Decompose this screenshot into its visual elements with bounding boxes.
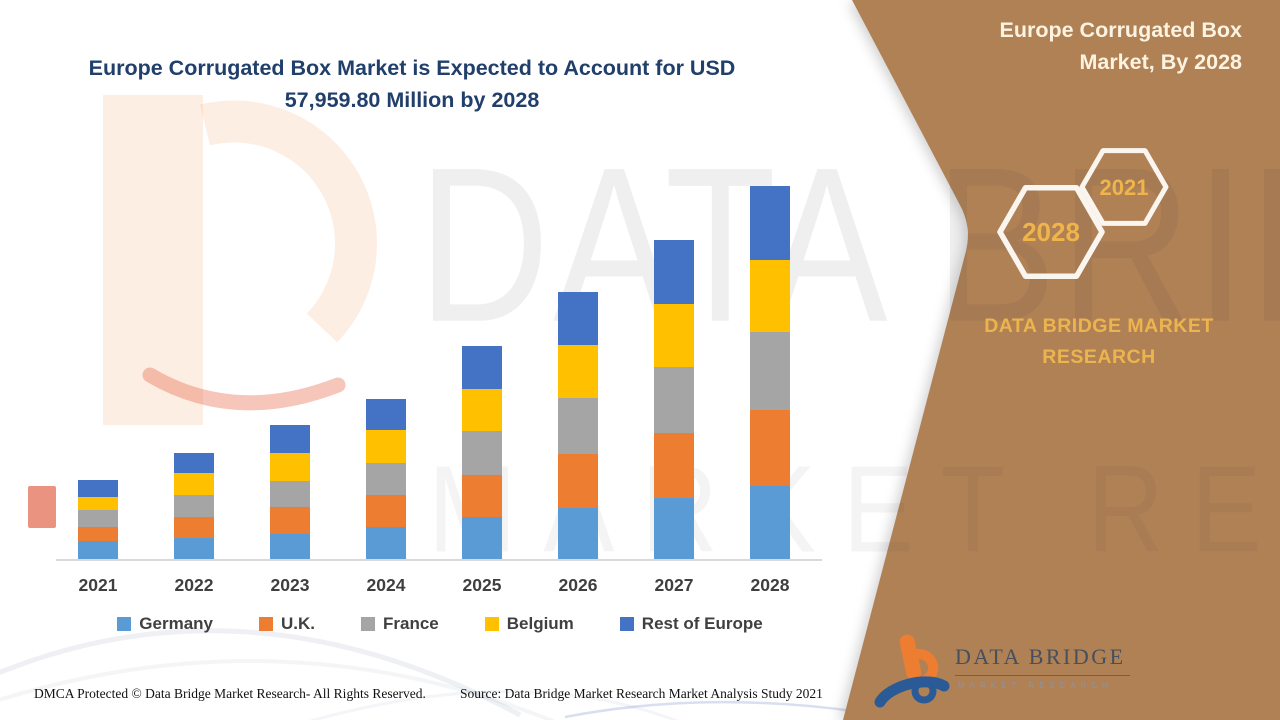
bar-segment-belgium-2025 bbox=[462, 389, 502, 431]
x-axis-line bbox=[56, 559, 822, 561]
watermark-logo-stem bbox=[103, 95, 203, 425]
bar-segment-france-2021 bbox=[78, 510, 118, 527]
bar-segment-u-k--2023 bbox=[270, 507, 310, 534]
x-axis-label-2022: 2022 bbox=[174, 575, 214, 595]
bar-segment-u-k--2025 bbox=[462, 475, 502, 517]
bar-segment-u-k--2028 bbox=[750, 410, 790, 486]
bar-segment-germany-2023 bbox=[270, 534, 310, 559]
sidebar-title: Europe Corrugated Box Market, By 2028 bbox=[999, 18, 1243, 74]
swoosh-curve bbox=[0, 659, 556, 720]
data-bridge-logo-icon bbox=[874, 634, 950, 708]
x-axis-label-2026: 2026 bbox=[558, 575, 598, 595]
bar-segment-belgium-2022 bbox=[174, 473, 214, 495]
bar-segment-france-2024 bbox=[366, 463, 406, 495]
watermark-logo-swoosh bbox=[142, 367, 346, 411]
legend-label: Germany bbox=[139, 614, 213, 633]
legend-item-belgium: Belgium bbox=[484, 614, 574, 634]
swoosh-curve bbox=[308, 690, 679, 720]
legend-label: France bbox=[382, 614, 439, 633]
bar-segment-u-k--2022 bbox=[174, 517, 214, 538]
bar-segment-u-k--2021 bbox=[78, 527, 118, 541]
bar-segment-germany-2026 bbox=[558, 508, 598, 559]
brand-text: DATA BRIDGE MARKET RESEARCH bbox=[984, 315, 1214, 368]
bar-segment-germany-2025 bbox=[462, 517, 502, 559]
bar-segment-france-2022 bbox=[174, 495, 214, 517]
legend-item-u-k-: U.K. bbox=[258, 614, 315, 634]
side-panel-shape bbox=[843, 0, 1280, 720]
background-swoosh-curves bbox=[0, 628, 861, 720]
hexagon-year-2028: 2028 bbox=[1022, 217, 1080, 247]
bar-segment-belgium-2028 bbox=[750, 260, 790, 332]
bar-segment-belgium-2026 bbox=[558, 345, 598, 398]
logo-wordmark: DATA BRIDGE bbox=[955, 644, 1130, 676]
logo-b-stem bbox=[899, 634, 922, 680]
legend-marker bbox=[619, 617, 634, 631]
bar-segment-rest-of-europe-2025 bbox=[462, 346, 502, 389]
bar-segment-rest-of-europe-2028 bbox=[750, 186, 790, 260]
source-note: Source: Data Bridge Market Research Mark… bbox=[460, 686, 823, 701]
bar-segment-france-2026 bbox=[558, 398, 598, 454]
x-axis-label-2028: 2028 bbox=[750, 575, 790, 595]
legend-item-germany: Germany bbox=[117, 614, 213, 634]
chart-title: Europe Corrugated Box Market is Expected… bbox=[88, 56, 736, 112]
hexagon-2028 bbox=[997, 185, 1105, 279]
bar-segment-france-2023 bbox=[270, 481, 310, 507]
bar-segment-france-2028 bbox=[750, 332, 790, 410]
logo-subtext: MARKET RESEARCH bbox=[958, 681, 1113, 690]
bar-segment-belgium-2023 bbox=[270, 453, 310, 481]
dmca-notice: DMCA Protected © Data Bridge Market Rese… bbox=[34, 686, 426, 701]
bar-segment-france-2025 bbox=[462, 431, 502, 475]
x-axis-label-2023: 2023 bbox=[270, 575, 310, 595]
x-axis-label-2024: 2024 bbox=[366, 575, 406, 595]
bar-segment-rest-of-europe-2022 bbox=[174, 453, 214, 473]
dbmr-logo-watermark bbox=[28, 95, 377, 528]
bar-segment-germany-2022 bbox=[174, 538, 214, 559]
x-axis-label-2021: 2021 bbox=[78, 575, 118, 595]
bar-segment-u-k--2027 bbox=[654, 433, 694, 498]
legend-label: Rest of Europe bbox=[641, 614, 763, 633]
x-axis-label-2025: 2025 bbox=[462, 575, 502, 595]
legend-marker bbox=[360, 617, 375, 631]
logo-d-swoosh bbox=[874, 676, 950, 708]
bar-segment-u-k--2024 bbox=[366, 495, 406, 527]
hexagon-2021 bbox=[1079, 148, 1169, 226]
legend-item-france: France bbox=[360, 614, 439, 634]
legend-marker bbox=[484, 617, 499, 631]
bar-segment-u-k--2026 bbox=[558, 454, 598, 508]
legend-marker bbox=[258, 617, 273, 631]
watermark-logo-bowl bbox=[200, 100, 377, 343]
swoosh-curve bbox=[0, 628, 522, 718]
bar-segment-rest-of-europe-2024 bbox=[366, 399, 406, 430]
bar-segment-belgium-2024 bbox=[366, 430, 406, 463]
legend-label: Belgium bbox=[506, 614, 574, 633]
logo-d-bowl bbox=[911, 678, 937, 704]
watermark-logo-dot bbox=[28, 486, 56, 528]
chart-legend: Germany U.K. France Belgium Rest of Europe bbox=[60, 614, 820, 634]
hexagon-year-badges: 2021 2028 bbox=[997, 148, 1169, 279]
legend-marker bbox=[117, 617, 132, 631]
bar-segment-germany-2024 bbox=[366, 527, 406, 559]
bar-segment-germany-2028 bbox=[750, 486, 790, 559]
bar-segment-rest-of-europe-2026 bbox=[558, 292, 598, 345]
bar-segment-germany-2021 bbox=[78, 541, 118, 559]
bar-segment-rest-of-europe-2027 bbox=[654, 240, 694, 304]
bar-segment-rest-of-europe-2021 bbox=[78, 480, 118, 497]
legend-label: U.K. bbox=[280, 614, 315, 633]
bar-segment-rest-of-europe-2023 bbox=[270, 425, 310, 453]
legend-item-rest-of-europe: Rest of Europe bbox=[619, 614, 763, 634]
hexagon-year-2021: 2021 bbox=[1100, 175, 1149, 200]
bar-segment-belgium-2021 bbox=[78, 497, 118, 510]
bar-segment-france-2027 bbox=[654, 367, 694, 433]
x-axis-label-2027: 2027 bbox=[654, 575, 694, 595]
bar-segment-belgium-2027 bbox=[654, 304, 694, 367]
bar-segment-germany-2027 bbox=[654, 498, 694, 559]
swoosh-curve bbox=[564, 700, 861, 719]
